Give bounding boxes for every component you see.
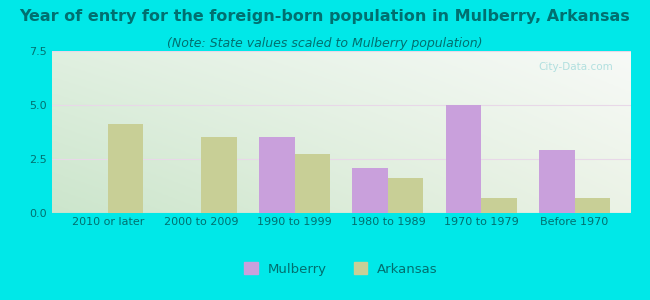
Bar — [202, 137, 237, 213]
Bar — [575, 198, 610, 213]
Bar — [294, 154, 330, 213]
Text: (Note: State values scaled to Mulberry population): (Note: State values scaled to Mulberry p… — [167, 38, 483, 50]
Bar — [108, 124, 144, 213]
Bar — [352, 168, 388, 213]
Bar — [388, 178, 423, 213]
Bar — [481, 198, 517, 213]
Bar — [539, 150, 575, 213]
Bar — [259, 137, 294, 213]
Bar — [446, 105, 481, 213]
Text: City-Data.com: City-Data.com — [538, 62, 613, 72]
Text: Year of entry for the foreign-born population in Mulberry, Arkansas: Year of entry for the foreign-born popul… — [20, 9, 630, 24]
Legend: Mulberry, Arkansas: Mulberry, Arkansas — [239, 257, 443, 281]
